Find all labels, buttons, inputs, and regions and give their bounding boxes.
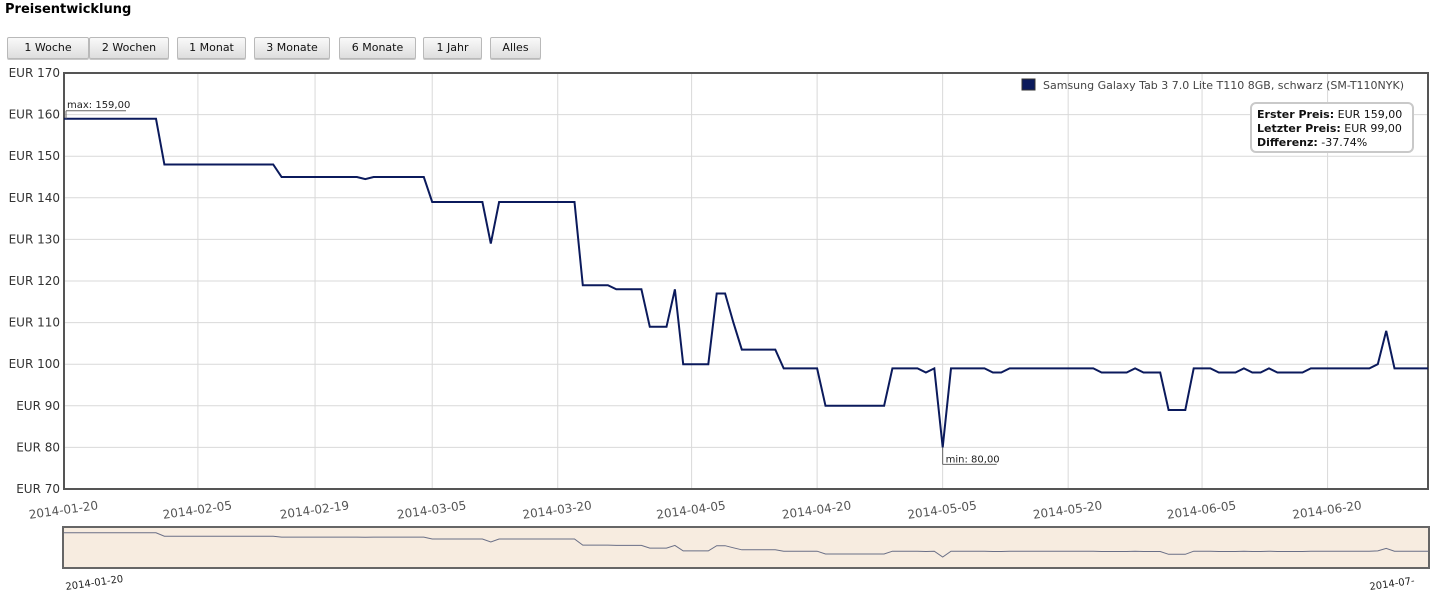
- range-button-1-year[interactable]: 1 Jahr: [423, 37, 482, 59]
- y-tick-label: EUR 150: [9, 149, 60, 163]
- min-marker: min: 80,00: [942, 447, 1000, 465]
- max-marker: max: 159,00: [65, 100, 130, 119]
- last-price-value: EUR 99,00: [1344, 122, 1402, 135]
- y-tick-label: EUR 130: [9, 232, 60, 246]
- page-title: Preisentwicklung: [5, 2, 132, 17]
- range-button-all[interactable]: Alles: [490, 37, 541, 59]
- x-tick-label: 2014-05-20: [1032, 498, 1103, 522]
- range-button-3-months[interactable]: 3 Monate: [254, 37, 330, 59]
- difference-label: Differenz:: [1257, 136, 1318, 149]
- y-tick-label: EUR 90: [16, 399, 60, 413]
- navigator[interactable]: 2014-01-20 2014-07-: [62, 526, 1430, 593]
- plot-frame: [63, 72, 1429, 490]
- y-tick-label: EUR 120: [9, 274, 60, 288]
- range-button-6-months[interactable]: 6 Monate: [339, 37, 416, 59]
- y-tick-label: EUR 170: [9, 66, 60, 80]
- y-tick-label: EUR 140: [9, 191, 60, 205]
- legend[interactable]: Samsung Galaxy Tab 3 7.0 Lite T110 8GB, …: [1021, 78, 1404, 92]
- x-tick-label: 2014-04-20: [781, 498, 852, 522]
- y-tick-label: EUR 160: [9, 108, 60, 122]
- navigator-start-label: 2014-01-20: [65, 574, 124, 593]
- x-tick-label: 2014-06-20: [1292, 498, 1363, 522]
- x-tick-label: 2014-06-05: [1166, 498, 1237, 522]
- x-tick-label: 2014-02-05: [162, 498, 233, 522]
- x-tick-label: 2014-03-20: [522, 498, 593, 522]
- series-line: [64, 117, 1428, 448]
- first-price-row: Erster Preis: EUR 159,00: [1257, 108, 1402, 121]
- first-price-label: Erster Preis:: [1257, 108, 1334, 121]
- range-button-2-weeks[interactable]: 2 Wochen: [89, 37, 169, 59]
- x-tick-label: 2014-01-20: [28, 498, 99, 522]
- y-tick-label: EUR 100: [9, 357, 60, 371]
- max-label: max: 159,00: [67, 100, 130, 111]
- x-tick-label: 2014-03-05: [396, 498, 467, 522]
- difference-value: -37.74%: [1321, 136, 1367, 149]
- difference-row: Differenz: -37.74%: [1257, 136, 1367, 149]
- navigator-window[interactable]: [62, 526, 1430, 569]
- navigator-series-line: [64, 532, 1428, 558]
- price-info-box: Erster Preis: EUR 159,00 Letzter Preis: …: [1250, 102, 1414, 153]
- legend-swatch: [1021, 78, 1036, 91]
- min-label: min: 80,00: [946, 454, 1000, 465]
- y-tick-label: EUR 80: [16, 440, 60, 454]
- x-tick-label: 2014-02-19: [279, 498, 350, 522]
- y-tick-label: EUR 70: [16, 482, 60, 496]
- x-tick-label: 2014-04-05: [656, 498, 727, 522]
- y-tick-label: EUR 110: [9, 316, 60, 330]
- navigator-end-label: 2014-07-: [1369, 576, 1416, 593]
- range-button-1-month[interactable]: 1 Monat: [177, 37, 246, 59]
- last-price-row: Letzter Preis: EUR 99,00: [1257, 122, 1402, 135]
- range-button-1-week[interactable]: 1 Woche: [7, 37, 89, 59]
- last-price-label: Letzter Preis:: [1257, 122, 1341, 135]
- legend-label: Samsung Galaxy Tab 3 7.0 Lite T110 8GB, …: [1043, 79, 1404, 92]
- x-tick-label: 2014-05-05: [907, 498, 978, 522]
- first-price-value: EUR 159,00: [1338, 108, 1403, 121]
